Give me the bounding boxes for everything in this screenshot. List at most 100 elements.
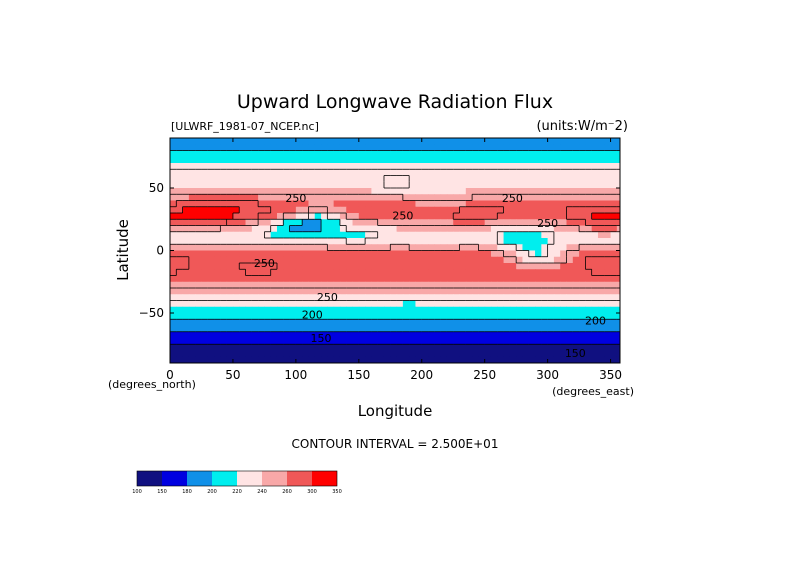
field-cell <box>308 144 316 151</box>
field-cell <box>276 350 284 358</box>
field-cell <box>610 181 618 189</box>
field-cell <box>560 163 567 170</box>
field-cell <box>270 250 278 258</box>
field-cell <box>358 244 366 251</box>
field-cell <box>453 331 461 339</box>
field-cell <box>535 356 542 363</box>
field-cell <box>377 188 385 195</box>
field-cell <box>346 188 354 195</box>
field-cell <box>597 225 605 233</box>
field-cell <box>339 313 347 320</box>
field-cell <box>396 163 404 170</box>
colorbar-tick-label: 240 <box>257 489 267 495</box>
field-cell <box>321 300 328 308</box>
field-cell <box>610 150 618 158</box>
field-cell <box>396 275 404 283</box>
field-cell <box>579 238 586 245</box>
field-cell <box>610 206 618 214</box>
field-cell <box>440 175 448 183</box>
field-cell <box>597 238 605 245</box>
field-cell <box>226 263 234 270</box>
field-cell <box>333 150 341 158</box>
field-cell <box>440 188 448 195</box>
field-cell <box>195 275 202 283</box>
field-cell <box>453 238 461 245</box>
field-cell <box>541 150 549 158</box>
field-cell <box>289 138 297 145</box>
field-cell <box>176 300 184 308</box>
field-cell <box>446 250 454 258</box>
field-cell <box>371 350 379 358</box>
field-cell <box>321 213 328 220</box>
field-cell <box>560 319 567 326</box>
field-cell <box>258 206 265 214</box>
field-cell <box>396 338 404 345</box>
field-cell <box>226 200 234 208</box>
field-cell <box>276 169 284 176</box>
field-cell <box>371 344 379 351</box>
field-cell <box>390 269 398 276</box>
field-cell <box>390 175 398 183</box>
contour-label: 250 <box>254 257 275 270</box>
field-cell <box>188 231 196 239</box>
field-cell <box>220 256 228 264</box>
field-cell <box>604 206 612 214</box>
field-cell <box>251 275 259 283</box>
field-cell <box>591 138 599 145</box>
field-cell <box>339 156 347 164</box>
field-cell <box>176 138 184 145</box>
field-cell <box>604 250 612 258</box>
field-cell <box>396 181 404 189</box>
field-cell <box>289 306 297 314</box>
field-cell <box>276 231 284 239</box>
field-cell <box>472 294 479 301</box>
field-cell <box>421 331 429 339</box>
field-cell <box>289 188 297 195</box>
field-cell <box>220 319 228 326</box>
field-cell <box>591 281 599 289</box>
field-cell <box>207 244 215 251</box>
field-cell <box>270 156 278 164</box>
field-cell <box>383 256 391 264</box>
field-cell <box>390 194 398 201</box>
field-cell <box>251 156 259 164</box>
field-cell <box>459 163 467 170</box>
field-cell <box>251 269 259 276</box>
field-cell <box>541 206 549 214</box>
field-cell <box>270 338 278 345</box>
field-cell <box>289 325 297 333</box>
field-cell <box>579 213 586 220</box>
field-cell <box>170 269 177 276</box>
field-cell <box>327 244 335 251</box>
colorbar-tick-label: 300 <box>307 489 317 495</box>
field-cell <box>509 169 517 176</box>
field-cell <box>553 313 561 320</box>
field-cell <box>226 288 234 295</box>
field-cell <box>440 244 448 251</box>
field-cell <box>377 275 385 283</box>
field-cell <box>314 263 322 270</box>
field-cell <box>371 231 379 239</box>
field-cell <box>465 231 473 239</box>
field-cell <box>597 275 605 283</box>
field-cell <box>541 331 549 339</box>
field-cell <box>516 150 523 158</box>
field-cell <box>528 175 536 183</box>
field-cell <box>453 144 461 151</box>
field-cell <box>220 150 228 158</box>
colorbar-tick-label: 260 <box>282 489 292 495</box>
field-cell <box>333 300 341 308</box>
field-cell <box>264 200 272 208</box>
field-cell <box>528 256 536 264</box>
field-cell <box>402 144 410 151</box>
field-cell <box>572 169 580 176</box>
field-cell <box>188 163 196 170</box>
field-cell <box>585 169 593 176</box>
field-cell <box>220 331 228 339</box>
field-cell <box>604 181 612 189</box>
field-cell <box>585 250 593 258</box>
field-cell <box>541 169 549 176</box>
field-cell <box>528 169 536 176</box>
field-cell <box>616 300 620 308</box>
field-cell <box>333 281 341 289</box>
